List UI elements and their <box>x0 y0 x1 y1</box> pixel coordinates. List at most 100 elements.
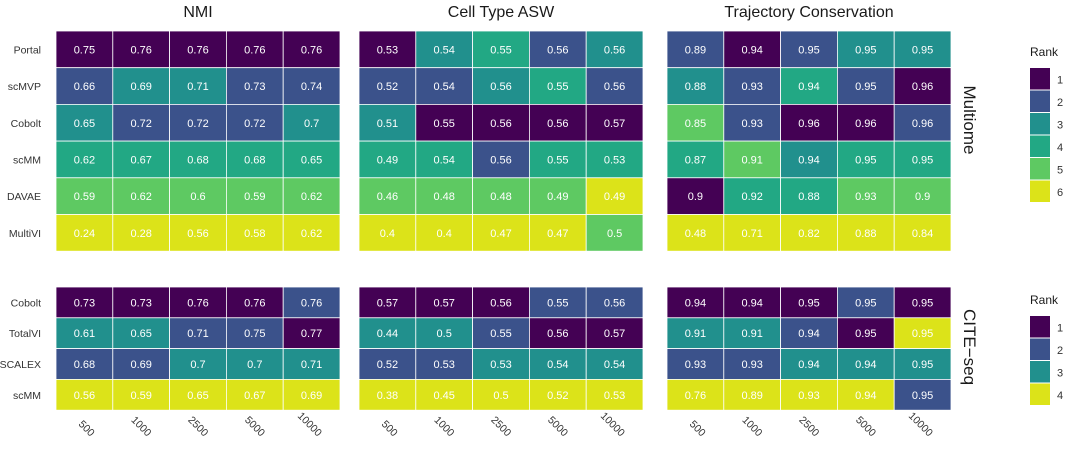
cell-value: 0.49 <box>377 154 398 166</box>
cell-value: 0.59 <box>74 191 95 203</box>
heatmap-cell <box>472 286 530 319</box>
cell-value: 0.57 <box>604 118 625 130</box>
heatmap-cell <box>837 214 895 252</box>
cell-value: 0.67 <box>244 390 265 402</box>
cell-value: 0.95 <box>912 297 933 309</box>
heatmap-cell <box>472 104 530 142</box>
heatmap-cell <box>529 140 587 179</box>
cell-value: 0.77 <box>301 328 322 340</box>
heatmap-cell <box>666 177 725 215</box>
cell-value: 0.94 <box>741 44 762 56</box>
heatmap-cell <box>225 67 284 105</box>
cell-value: 0.95 <box>855 328 876 340</box>
cell-value: 0.5 <box>493 390 508 402</box>
heatmap-cell <box>112 140 171 179</box>
heatmap-cell <box>225 140 284 179</box>
cell-value: 0.49 <box>547 191 568 203</box>
legend-label: 6 <box>1057 187 1063 199</box>
legend-swatch <box>1030 90 1050 112</box>
cell-value: 0.75 <box>244 328 265 340</box>
cell-value: 0.24 <box>74 228 95 240</box>
heatmap-cell <box>358 104 417 142</box>
cell-value: 0.59 <box>130 390 151 402</box>
heatmap-cell <box>472 67 530 105</box>
legend-swatch <box>1030 68 1050 90</box>
heatmap-cell <box>282 317 341 349</box>
heatmap-cell <box>169 104 227 142</box>
row-label: Cobolt <box>11 297 41 309</box>
cell-value: 0.95 <box>912 390 933 402</box>
cell-value: 0.48 <box>433 191 454 203</box>
cell-value: 0.54 <box>433 154 454 166</box>
cell-value: 0.91 <box>741 328 762 340</box>
cell-value: 0.76 <box>244 44 265 56</box>
cell-value: 0.56 <box>604 44 625 56</box>
heatmap-cell <box>837 286 895 319</box>
row-label: scMVP <box>8 81 41 93</box>
cell-value: 0.56 <box>604 81 625 93</box>
cell-value: 0.88 <box>685 81 706 93</box>
cell-value: 0.95 <box>855 44 876 56</box>
heatmap-cell <box>415 378 473 411</box>
heatmap-cell <box>666 214 725 252</box>
heatmap-cell <box>358 30 417 69</box>
cell-value: 0.71 <box>741 228 762 240</box>
cell-value: 0.56 <box>547 44 568 56</box>
x-tick-label: 500 <box>687 418 708 439</box>
cell-value: 0.28 <box>130 228 151 240</box>
cell-value: 0.93 <box>855 191 876 203</box>
heatmap-cell <box>723 378 781 411</box>
cell-value: 0.94 <box>855 390 876 402</box>
heatmap-cell <box>415 104 473 142</box>
heatmap-cell <box>893 177 952 215</box>
cell-value: 0.62 <box>301 228 322 240</box>
x-tick-label: 2500 <box>488 414 513 439</box>
cell-value: 0.95 <box>912 154 933 166</box>
cell-value: 0.88 <box>855 228 876 240</box>
cell-value: 0.66 <box>74 81 95 93</box>
heatmap-cell <box>55 140 114 179</box>
row-label: Cobolt <box>11 118 41 130</box>
heatmap-cell <box>282 286 341 319</box>
cell-value: 0.71 <box>187 328 208 340</box>
x-tick-label: 500 <box>379 418 400 439</box>
cell-value: 0.68 <box>244 154 265 166</box>
heatmap-cell <box>585 104 644 142</box>
heatmap-cell <box>282 140 341 179</box>
cell-value: 0.91 <box>741 154 762 166</box>
cell-value: 0.59 <box>244 191 265 203</box>
cell-value: 0.96 <box>912 81 933 93</box>
cell-value: 0.65 <box>130 328 151 340</box>
cell-value: 0.76 <box>301 297 322 309</box>
cell-value: 0.54 <box>433 44 454 56</box>
cell-value: 0.7 <box>190 359 205 371</box>
heatmap-cell <box>893 378 952 411</box>
heatmap-cell <box>666 286 725 319</box>
heatmap-cell <box>529 177 587 215</box>
cell-value: 0.68 <box>74 359 95 371</box>
heatmap-cell <box>666 104 725 142</box>
cell-value: 0.75 <box>74 44 95 56</box>
heatmap-cell <box>112 104 171 142</box>
heatmap-cell <box>585 286 644 319</box>
heatmap-cell <box>666 348 725 380</box>
cell-value: 0.94 <box>855 359 876 371</box>
cell-value: 0.56 <box>490 297 511 309</box>
cell-value: 0.9 <box>688 191 703 203</box>
cell-value: 0.69 <box>130 359 151 371</box>
cell-value: 0.56 <box>490 154 511 166</box>
cell-value: 0.54 <box>604 359 625 371</box>
cell-value: 0.95 <box>855 154 876 166</box>
legend-swatch <box>1030 361 1050 383</box>
heatmap-cell <box>893 30 952 69</box>
cell-value: 0.53 <box>490 359 511 371</box>
heatmap-cell <box>529 317 587 349</box>
heatmap-cell <box>585 140 644 179</box>
cell-value: 0.95 <box>912 359 933 371</box>
cell-value: 0.56 <box>547 328 568 340</box>
heatmap-cell <box>169 286 227 319</box>
cell-value: 0.72 <box>244 118 265 130</box>
cell-value: 0.95 <box>798 297 819 309</box>
cell-value: 0.94 <box>798 154 819 166</box>
cell-value: 0.95 <box>912 44 933 56</box>
